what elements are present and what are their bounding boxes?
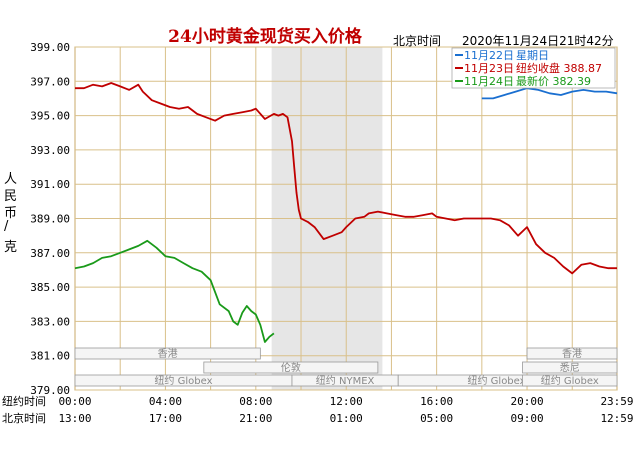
session-label: 悉尼: [560, 362, 580, 374]
session-label: 香港: [158, 348, 178, 360]
session-bar: [522, 361, 618, 374]
x-tick-label: 12:00: [330, 395, 363, 408]
x-tick-label: 23:59: [600, 395, 633, 408]
x-row-label: 纽约时间: [2, 394, 46, 408]
timestamp: 2020年11月24日21时42分: [462, 34, 614, 48]
grid: [74, 46, 618, 391]
session-label: 纽约 Globex: [154, 374, 212, 387]
series-lines: [74, 82, 618, 343]
y-tick-label: 397.00: [30, 75, 70, 88]
chart-title: 24小时黄金现货买入价格: [168, 26, 363, 47]
y-tick-label: 391.00: [30, 178, 70, 191]
x-tick-label: 20:00: [510, 395, 543, 408]
y-tick-label: 383.00: [30, 315, 70, 328]
y-tick-labels: 399.00 397.00 395.00 393.00 391.00 389.00 387.…: [30, 41, 70, 397]
session-bar: [203, 361, 379, 374]
legend-date: 11月24日: [464, 75, 514, 88]
session-label: 纽约 NYMEX: [316, 374, 375, 387]
y-tick-label: 399.00: [30, 41, 70, 54]
session-label: 香港: [562, 348, 582, 360]
x-tick-label: 08:00: [239, 395, 272, 408]
series-line-11月23日: [75, 82, 617, 275]
legend-text: 星期日: [516, 49, 549, 62]
legend-date: 11月22日: [464, 49, 514, 62]
legend-box: [451, 47, 616, 89]
legend-date: 11月23日: [464, 62, 514, 75]
x-tick-label: 04:00: [149, 395, 182, 408]
y-tick-label: 381.00: [30, 350, 70, 363]
session-bar: [522, 374, 618, 387]
x-tick-label: 13:00: [58, 412, 91, 425]
x-row-label: 北京时间: [2, 411, 46, 425]
y-tick-label: 395.00: [30, 110, 70, 123]
y-tick-label: 387.00: [30, 247, 70, 260]
x-tick-label: 17:00: [149, 412, 182, 425]
session-label: 伦敦: [281, 361, 301, 374]
legend-text: 最新价 382.39: [516, 74, 591, 88]
x-tick-labels: 纽约时间 00:00 04:00 08:00 12:00 16:00 20:00 23:59 北…: [2, 394, 634, 425]
y-tick-label: 379.00: [30, 384, 70, 397]
session-label: 纽约 Globex: [541, 374, 599, 387]
session-label: 纽约 Globex: [467, 374, 525, 387]
x-tick-label: 21:00: [239, 412, 272, 425]
series-line-11月22日: [481, 87, 618, 100]
x-tick-label: 16:00: [420, 395, 453, 408]
x-tick-label: 01:00: [330, 412, 363, 425]
y-tick-label: 385.00: [30, 281, 70, 294]
legend-text: 纽约收盘 388.87: [516, 61, 602, 75]
session-bar: [526, 347, 618, 360]
y-tick-label: 389.00: [30, 213, 70, 226]
y-tick-label: 393.00: [30, 144, 70, 157]
x-tick-label: 12:59: [600, 412, 633, 425]
session-bar: [74, 347, 261, 360]
timezone-label: 北京时间: [393, 34, 441, 48]
x-tick-label: 05:00: [420, 412, 453, 425]
x-tick-label: 00:00: [58, 395, 91, 408]
x-tick-label: 09:00: [510, 412, 543, 425]
series-line-11月24日: [74, 239, 275, 343]
